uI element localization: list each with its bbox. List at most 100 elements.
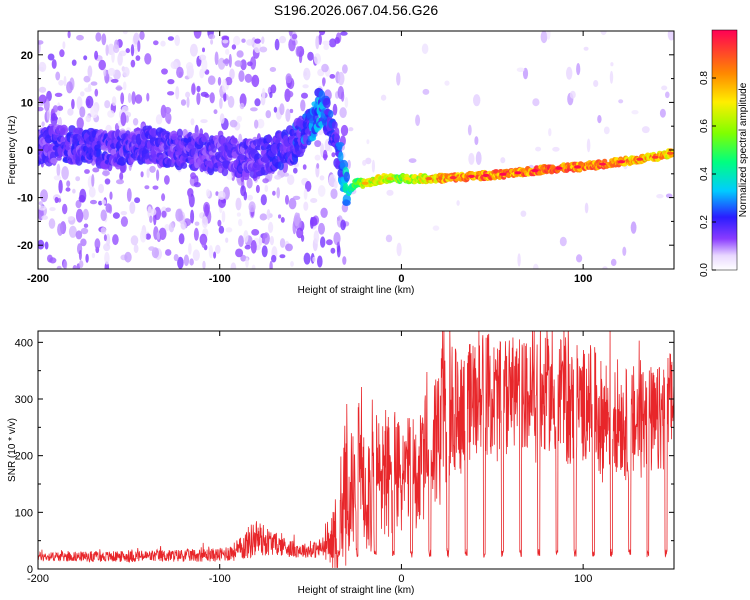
spectrogram-cell [107, 67, 116, 76]
spectrogram-cell [57, 105, 64, 111]
spectrogram-cell [174, 34, 180, 47]
colorbar-gradient [711, 29, 738, 271]
spectrogram-cell [533, 263, 539, 269]
spectrogram-cell [261, 87, 266, 101]
spectrogram-cell [67, 216, 75, 221]
snr-xtick-label: 100 [574, 573, 592, 585]
spectrogram-cell [90, 105, 99, 119]
spectrogram-cell [261, 245, 268, 258]
spectrogram-cell [269, 67, 277, 72]
spectrogram-cell [317, 255, 323, 268]
spectrogram-cell [262, 178, 269, 184]
spectrogram-cell [193, 31, 202, 39]
spectrogram-cell [240, 59, 247, 71]
spectrogram-cell [322, 40, 330, 46]
spectrogram-cell [330, 188, 338, 200]
spectrogram-cell [196, 85, 201, 93]
spectrogram-cell [38, 86, 47, 93]
spectrogram-cell [85, 115, 92, 123]
spectrogram-cell [38, 40, 44, 45]
spectrogram-cell [56, 155, 62, 161]
spectrogram-cell [222, 79, 227, 93]
spectrogram-cell [122, 31, 128, 35]
spectrogram-cell [321, 63, 329, 73]
spectrogram-cell [307, 51, 314, 61]
spectrogram-cell [207, 75, 216, 85]
colorbar-ticks: 0.0 0.2 0.4 0.6 0.8 [699, 71, 716, 277]
spectrogram-cell [217, 219, 222, 227]
spectrogram-cell [475, 151, 482, 165]
spectrogram-cell [610, 62, 614, 67]
spectrogram-cell [323, 149, 328, 161]
spectrogram-cell [279, 238, 286, 248]
spectrogram-cell [256, 118, 265, 129]
spectrogram-cell [271, 254, 277, 263]
spectrogram-cell [111, 49, 115, 63]
spectrogram-cell [474, 136, 479, 146]
spectrogram-cell [235, 197, 242, 211]
spectrogram-cell [90, 81, 98, 86]
spectrogram-cell [532, 98, 540, 107]
spectrogram-cell [145, 233, 151, 240]
spectrogram-cell [132, 118, 139, 126]
spectrogram-cell [204, 93, 210, 98]
spectrogram-cell [117, 156, 127, 166]
spectrogram-cell [115, 86, 123, 91]
spectrogram-cell [236, 115, 243, 123]
spectrogram-cell [243, 230, 249, 243]
spectrogram-cell [190, 172, 197, 180]
spectrogram-cell [103, 68, 107, 77]
spectrogram-cell [289, 108, 294, 114]
colorbar-label: Normalized spectral amplitude [738, 82, 749, 217]
spectrogram-cell [219, 97, 223, 110]
spectrogram-cell [130, 44, 135, 57]
spectrogram-cell [235, 248, 244, 258]
spectrogram-cell [213, 109, 218, 115]
spectrogram-cell [609, 70, 614, 84]
spectrogram-cell [665, 193, 673, 199]
spectrogram-cell [38, 205, 46, 211]
spectrogram-cell [269, 235, 274, 246]
spectrogram-cell [584, 202, 589, 214]
spectrogram-peak [482, 173, 490, 177]
spectrogram-cell [290, 261, 294, 267]
spectrogram-cell [112, 234, 119, 246]
spectrogram-cell [342, 256, 347, 265]
spectrogram-cell [131, 91, 136, 105]
spectrogram-cell [105, 44, 109, 56]
spectrogram-cell [230, 262, 237, 269]
spectrogram-cell [217, 190, 226, 200]
spectrogram-cell [300, 99, 306, 112]
spectrogram-cell [221, 167, 229, 177]
spectrogram-cell [215, 191, 219, 196]
spectrogram-cell [57, 223, 64, 236]
spectrogram-xtick-label: -200 [27, 273, 49, 285]
spectrogram-cell [101, 199, 107, 205]
spectrogram-cell [208, 245, 214, 259]
spectrogram-cell [302, 164, 307, 170]
spectrogram-cell [95, 32, 102, 42]
spectrogram-cell [98, 59, 106, 71]
spectrogram-xtick-label: 0 [398, 273, 404, 285]
spectrogram-ylabel: Frequency (Hz) [7, 116, 18, 185]
spectrogram-cell [144, 53, 152, 65]
spectrogram-cell [597, 115, 602, 124]
spectrogram-cell [238, 70, 245, 82]
spectrogram-cell [468, 152, 475, 165]
spectrogram-cell [291, 33, 298, 40]
spectrogram-cell [232, 137, 238, 144]
spectrogram-cell [215, 244, 221, 254]
spectrogram-cell [104, 178, 111, 185]
spectrogram-cell [298, 50, 303, 64]
spectrogram-cell [198, 54, 207, 61]
spectrogram-cell [456, 200, 460, 206]
spectrogram-cell [170, 61, 178, 70]
spectrogram-cell [217, 57, 226, 70]
spectrogram-cell [231, 44, 237, 50]
spectrogram-cell [254, 98, 261, 107]
spectrogram-cell [173, 254, 179, 262]
spectrogram-cell [48, 218, 56, 229]
spectrogram-cell [101, 33, 107, 46]
spectrogram-cell [40, 189, 48, 203]
